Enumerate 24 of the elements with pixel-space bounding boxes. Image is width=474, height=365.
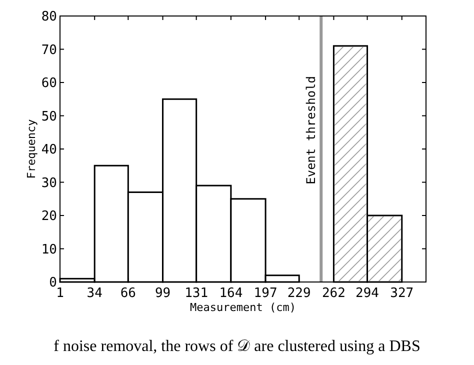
x-tick-label: 229 [287, 286, 311, 301]
x-tick-label: 197 [254, 286, 278, 301]
x-tick-label: 327 [390, 286, 414, 301]
x-tick-label: 294 [356, 286, 380, 301]
x-tick-label: 1 [56, 286, 64, 301]
x-tick-label: 99 [154, 286, 171, 301]
y-axis-title: Frequency [25, 118, 38, 179]
ref-line-label: Event threshold [304, 76, 318, 184]
y-tick-label: 10 [41, 242, 57, 258]
y-tick-label: 60 [41, 76, 57, 92]
x-tick-label: 262 [322, 286, 346, 301]
x-tick-label: 131 [184, 286, 208, 301]
x-tick-label: 164 [219, 286, 243, 301]
y-tick-label: 70 [41, 42, 57, 58]
y-tick-label: 40 [41, 142, 57, 158]
x-axis-title: Measurement (cm) [190, 301, 296, 314]
y-tick-label: 80 [41, 10, 57, 25]
y-tick-label: 0 [49, 276, 57, 291]
text: f noise removal, the rows of 𝒟 are clustered using a DBS [54, 338, 420, 355]
x-tick-label: 66 [120, 286, 136, 301]
y-tick-label: 30 [41, 176, 57, 191]
x-tick-label: 34 [86, 286, 103, 301]
y-tick-label: 50 [41, 109, 57, 124]
y-tick-label: 20 [41, 209, 57, 224]
